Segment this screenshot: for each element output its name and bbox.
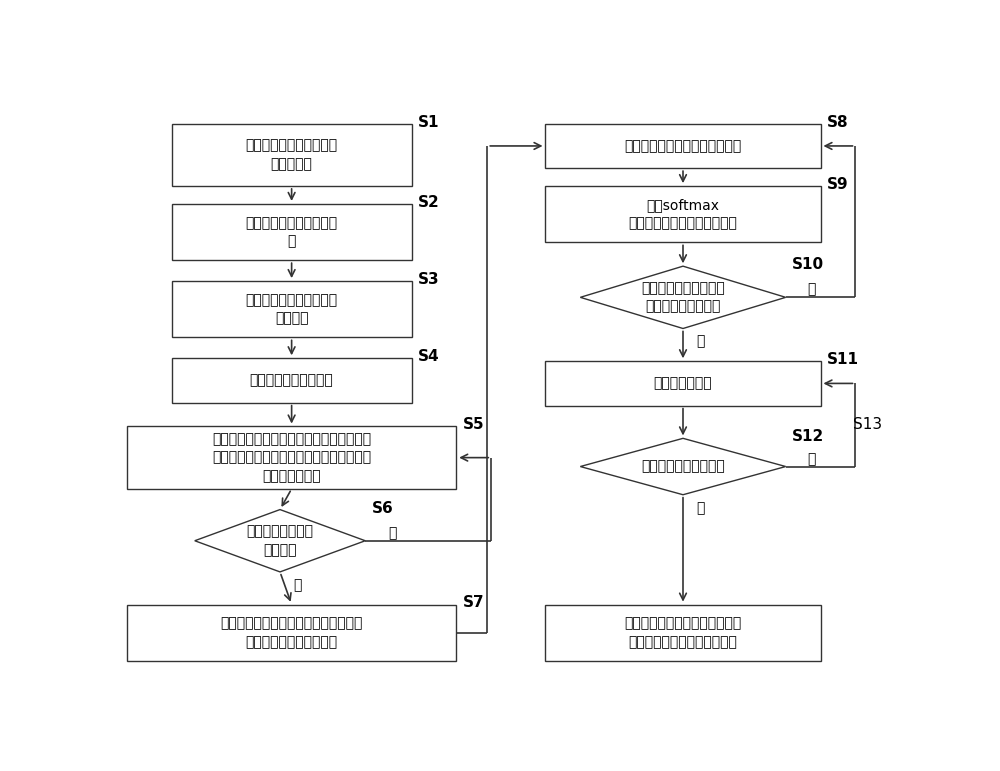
- Polygon shape: [580, 439, 786, 495]
- Text: 标注数据实体并构建数据
集: 标注数据实体并构建数据 集: [246, 216, 338, 248]
- Text: 构建改进增强表示模型: 构建改进增强表示模型: [250, 373, 334, 388]
- Text: 是否完成标签序列集合
中每一个元素的计算: 是否完成标签序列集合 中每一个元素的计算: [641, 281, 725, 314]
- Text: S2: S2: [418, 195, 440, 210]
- Text: 判断是否小于预设阈值: 判断是否小于预设阈值: [641, 460, 725, 473]
- Text: S6: S6: [371, 500, 393, 516]
- Text: 是: 是: [293, 578, 301, 592]
- Bar: [172, 359, 412, 402]
- Text: 结合位置信息进行文本数
据向量化: 结合位置信息进行文本数 据向量化: [246, 293, 338, 325]
- Text: S5: S5: [463, 417, 484, 433]
- Text: 获取重置门与更新门的门控状态，更新隐藏
状态值并输出当前时刻状态，计算文本数据
隐藏状态输出值: 获取重置门与更新门的门控状态，更新隐藏 状态值并输出当前时刻状态，计算文本数据 …: [212, 433, 371, 483]
- Text: 获取智慧社区服务中心海
量文本数据: 获取智慧社区服务中心海 量文本数据: [246, 139, 338, 171]
- Text: 否: 否: [807, 452, 815, 466]
- Text: 通过softmax
归一化产生标签序列集合概率: 通过softmax 归一化产生标签序列集合概率: [629, 198, 737, 231]
- Bar: [545, 123, 821, 168]
- Text: 否: 否: [388, 526, 397, 540]
- Bar: [172, 281, 412, 338]
- Bar: [545, 361, 821, 406]
- Bar: [127, 604, 456, 661]
- Text: S10: S10: [792, 257, 824, 272]
- Text: 是否完成所有文本
数据计算: 是否完成所有文本 数据计算: [246, 524, 314, 557]
- Text: S11: S11: [827, 352, 859, 367]
- Text: S12: S12: [792, 429, 824, 444]
- Bar: [545, 186, 821, 242]
- Polygon shape: [195, 510, 365, 572]
- Text: S4: S4: [418, 349, 440, 364]
- Polygon shape: [580, 266, 786, 328]
- Text: S7: S7: [463, 595, 484, 611]
- Text: 计算特征向量映射到标签的得分: 计算特征向量映射到标签的得分: [624, 139, 742, 153]
- Text: 是: 是: [696, 501, 704, 515]
- Text: S1: S1: [418, 115, 439, 130]
- Bar: [127, 426, 456, 489]
- Text: 是: 是: [696, 335, 704, 348]
- Text: S13: S13: [852, 417, 882, 433]
- Text: S3: S3: [418, 272, 440, 287]
- Text: S8: S8: [827, 115, 848, 130]
- Text: 否: 否: [807, 283, 815, 297]
- Text: 计算损失函数值: 计算损失函数值: [654, 376, 712, 390]
- Text: 获得最小损失函数对应的最佳得
分，并解码得到最佳序列标签: 获得最小损失函数对应的最佳得 分，并解码得到最佳序列标签: [624, 617, 742, 649]
- Text: 获得隐藏特征集合，利用注意力机制权
重分配增强局部特征信息: 获得隐藏特征集合，利用注意力机制权 重分配增强局部特征信息: [220, 617, 363, 649]
- Text: S9: S9: [827, 177, 848, 192]
- Bar: [172, 204, 412, 261]
- Bar: [545, 604, 821, 661]
- Bar: [172, 123, 412, 186]
